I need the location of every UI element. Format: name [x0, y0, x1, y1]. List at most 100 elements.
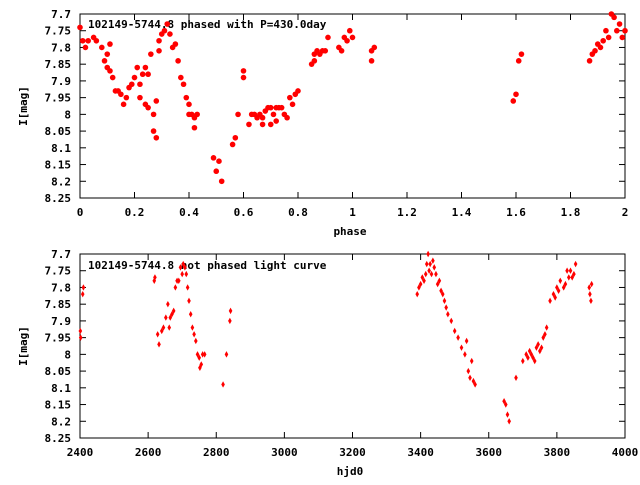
- data-point: [424, 260, 429, 268]
- y-tick-label: 8: [64, 348, 71, 361]
- data-point: [194, 111, 200, 118]
- data-point: [184, 270, 189, 278]
- data-point: [589, 297, 593, 305]
- data-point: [259, 121, 266, 128]
- unphased-light-curve-panel: 102149-5744.8 not phased light curve hjd…: [17, 248, 638, 478]
- data-point: [150, 128, 157, 134]
- data-point: [510, 98, 517, 104]
- data-point: [432, 264, 437, 271]
- x-tick-label: 4000: [612, 446, 639, 459]
- plot-frame: [79, 13, 626, 199]
- data-point: [597, 44, 604, 51]
- data-point: [572, 270, 576, 278]
- data-point: [459, 344, 464, 351]
- data-point: [468, 374, 472, 381]
- data-point: [503, 401, 508, 408]
- data-point: [614, 27, 620, 34]
- data-point: [368, 58, 375, 64]
- data-point: [99, 44, 105, 51]
- data-point: [322, 48, 329, 54]
- y-tick-label: 7.95: [45, 92, 72, 105]
- data-point: [107, 68, 113, 74]
- x-tick-label: 1.8: [561, 206, 581, 219]
- data-point: [171, 307, 176, 315]
- data-point: [513, 91, 519, 98]
- data-point: [109, 74, 116, 81]
- data-point: [191, 124, 198, 131]
- data-point: [295, 88, 301, 94]
- data-point: [428, 260, 432, 268]
- data-point: [161, 324, 166, 331]
- data-point: [128, 81, 135, 88]
- data-point: [534, 344, 539, 351]
- data-point: [426, 250, 430, 258]
- data-point: [77, 24, 83, 31]
- data-point: [198, 364, 202, 371]
- x-tick-label: 3600: [476, 446, 503, 459]
- data-point: [570, 274, 575, 281]
- x-tick-label: 1: [349, 206, 356, 219]
- data-point: [259, 114, 266, 121]
- data-point: [442, 297, 447, 305]
- data-point: [524, 351, 529, 358]
- data-point: [446, 311, 450, 318]
- y-axis-label: I[mag]: [17, 86, 30, 126]
- data-point: [200, 351, 205, 358]
- x-tick-label: 0.2: [125, 206, 145, 219]
- data-point: [543, 331, 547, 338]
- data-point: [325, 34, 331, 41]
- data-point: [452, 327, 457, 335]
- data-series: [78, 250, 594, 425]
- data-point: [518, 51, 525, 57]
- data-point: [101, 58, 108, 64]
- data-point: [167, 324, 172, 331]
- data-point: [246, 121, 252, 128]
- data-point: [563, 280, 568, 288]
- data-point: [505, 411, 510, 418]
- data-point: [284, 114, 290, 121]
- data-point: [192, 331, 196, 338]
- data-point: [81, 284, 86, 291]
- data-point: [469, 357, 474, 365]
- data-point: [155, 331, 160, 338]
- data-point: [344, 37, 350, 44]
- data-point: [622, 27, 628, 34]
- data-point: [118, 91, 124, 98]
- data-point: [164, 314, 168, 321]
- data-point: [278, 104, 285, 111]
- data-point: [556, 287, 561, 294]
- data-point: [190, 324, 195, 331]
- data-point: [573, 260, 578, 268]
- data-point: [616, 21, 623, 27]
- data-point: [536, 341, 540, 348]
- data-series: [77, 11, 628, 185]
- data-point: [139, 71, 146, 78]
- data-point: [427, 267, 431, 274]
- data-point: [566, 274, 571, 281]
- data-point: [137, 81, 143, 88]
- data-point: [156, 37, 162, 44]
- data-point: [587, 284, 592, 291]
- x-tick-label: 1.4: [452, 206, 472, 219]
- data-point: [157, 341, 161, 348]
- data-point: [202, 351, 207, 358]
- data-point: [415, 290, 420, 298]
- x-tick-label: 1.6: [506, 206, 526, 219]
- data-point: [178, 74, 184, 81]
- data-point: [80, 290, 85, 298]
- data-point: [561, 284, 566, 291]
- data-point: [228, 317, 232, 325]
- data-point: [216, 158, 222, 164]
- data-point: [349, 34, 356, 41]
- y-tick-label: 7.9: [51, 75, 71, 88]
- data-point: [224, 351, 229, 358]
- phased-light-curve-panel: 102149-5744.8 phased with P=430.0day pha…: [17, 8, 628, 238]
- data-point: [221, 381, 225, 388]
- data-point: [185, 284, 190, 291]
- y-tick-label: 7.75: [45, 265, 72, 278]
- data-point: [444, 304, 448, 311]
- data-point: [197, 354, 202, 361]
- y-tick-label: 7.95: [45, 332, 72, 345]
